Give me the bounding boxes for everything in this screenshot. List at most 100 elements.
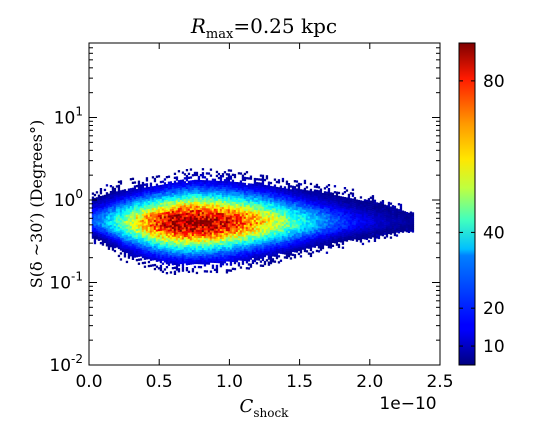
heatmap-cell [199,210,203,213]
heatmap-cell [263,232,267,236]
heatmap-cell [245,209,249,212]
heatmap-cell [233,205,237,209]
heatmap-cell [299,229,303,232]
heatmap-cell [149,218,153,221]
heatmap-cell [217,234,221,238]
heatmap-cell [343,225,347,228]
heatmap-cell [243,256,247,260]
heatmap-cell [219,199,223,202]
heatmap-cell [267,211,271,214]
heatmap-cell [105,192,109,195]
heatmap-cell [155,253,159,256]
heatmap-cell [223,193,227,196]
heatmap-cell [223,171,227,174]
heatmap-cell [237,188,241,191]
heatmap-cell [205,188,209,191]
heatmap-cell [223,253,227,256]
heatmap-cell [329,192,333,195]
heatmap-cell [273,244,277,247]
heatmap-cell [215,180,219,184]
heatmap-cell [109,237,113,240]
heatmap-cell [127,200,131,203]
heatmap-cell [177,238,181,241]
heatmap-cell [277,227,281,230]
heatmap-cell [351,228,355,231]
heatmap-cell [367,212,371,215]
heatmap-cell [281,211,285,215]
heatmap-cell [361,210,365,214]
heatmap-cell [315,185,319,189]
heatmap-cell [283,224,287,227]
heatmap-cell [229,175,233,178]
heatmap-cell [285,238,289,241]
heatmap-cell [275,208,279,212]
heatmap-cell [119,238,123,241]
heatmap-cell [327,238,331,241]
heatmap-cell [175,204,179,207]
heatmap-cell [109,193,113,196]
heatmap-cell [167,215,171,218]
heatmap-cell [119,216,123,219]
heatmap-cell [205,222,209,225]
heatmap-cell [155,219,159,222]
heatmap-cell [131,197,135,200]
heatmap-cell [255,194,259,197]
heatmap-cell [223,241,227,244]
heatmap-cell [303,181,307,185]
heatmap-cell [317,250,321,253]
heatmap-cell [193,227,197,231]
heatmap-cell [111,192,115,195]
heatmap-cell [115,197,119,200]
heatmap-cell [155,225,159,228]
heatmap-cell [265,221,269,224]
heatmap-cell [315,197,319,201]
heatmap-cell [227,229,231,232]
heatmap-cell [117,210,121,214]
heatmap-cell [259,200,263,203]
heatmap-cell [153,245,157,249]
heatmap-cell [275,218,279,222]
heatmap-cell [97,194,101,197]
heatmap-cell [207,256,211,259]
heatmap-cell [359,232,363,235]
heatmap-cell [315,217,319,221]
heatmap-cell [301,247,305,250]
heatmap-cell [141,183,145,187]
heatmap-cell [133,227,137,230]
heatmap-cell [145,221,149,224]
heatmap-cell [97,214,101,217]
heatmap-cell [257,214,261,217]
heatmap-cell [239,188,243,191]
heatmap-cell [155,211,159,214]
heatmap-cell [273,186,277,189]
heatmap-cell [313,185,317,188]
heatmap-cell [351,224,355,227]
heatmap-cell [365,237,369,240]
heatmap-cell [247,227,251,230]
heatmap-cell [245,219,249,222]
heatmap-cell [345,239,349,242]
heatmap-cell [153,243,157,247]
heatmap-cell [159,254,163,258]
heatmap-cell [265,177,269,180]
heatmap-cell [235,228,239,231]
heatmap-cell [255,198,259,201]
heatmap-cell [279,203,283,206]
heatmap-cell [175,246,179,249]
heatmap-cell [249,223,253,226]
heatmap-cell [281,247,285,251]
heatmap-cell [209,216,213,219]
heatmap-cell [197,209,201,213]
heatmap-cell [337,225,341,229]
heatmap-cell [91,212,95,215]
heatmap-cell [285,252,289,255]
heatmap-cell [185,261,189,264]
heatmap-cell [207,194,211,197]
heatmap-cell [303,237,307,241]
heatmap-cell [149,222,153,225]
heatmap-cell [141,239,145,243]
heatmap-cell [267,251,271,254]
heatmap-cell [215,192,219,196]
heatmap-cell [327,222,331,225]
heatmap-cell [185,227,189,230]
